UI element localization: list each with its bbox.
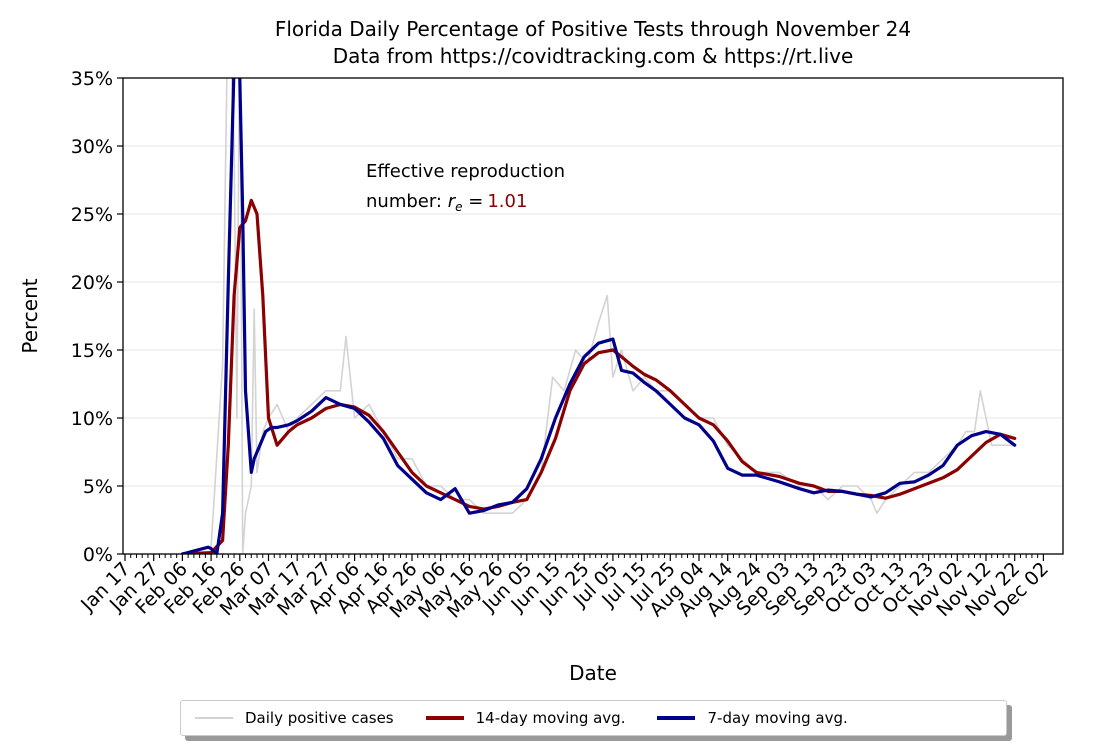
y-axis: 0% 5% 10% 15% 20% 25% 30% 35% [71,68,123,566]
daily-positive-line [181,78,1016,554]
annotation-symbol: r [448,191,457,212]
annotation-value: 1.01 [487,191,527,212]
annotation-subscript: e [455,200,462,214]
plot-frame [122,77,1064,555]
legend: Daily positive cases 14-day moving avg. … [180,700,1007,736]
annotation-line1: Effective reproduction [366,161,565,182]
moving-avg-7-line [180,78,1017,554]
legend-swatch-daily [195,717,233,719]
moving-avg-14-line [180,198,1017,554]
annotation-line2: number: re = 1.01 [366,191,527,214]
y-tick-label: 15% [71,340,113,362]
annotation-equals: = [463,191,484,212]
y-tick-label: 20% [71,272,113,294]
chart-title: Florida Daily Percentage of Positive Tes… [275,17,911,41]
series-layer [180,78,1017,554]
y-tick-label: 10% [71,408,113,430]
legend-label-14day: 14-day moving avg. [475,709,626,727]
legend-item-7day: 7-day moving avg. [657,709,848,727]
y-tick-label: 25% [71,204,113,226]
y-tick-label: 5% [83,476,113,498]
legend-label-daily: Daily positive cases [245,709,394,727]
annotation-prefix: number: [366,191,448,212]
legend-label-7day: 7-day moving avg. [707,709,848,727]
y-tick-label: 35% [71,68,113,90]
legend-item-14day: 14-day moving avg. [425,709,626,727]
y-tick-label: 0% [83,544,113,566]
y-axis-label: Percent [18,278,42,353]
legend-item-daily: Daily positive cases [195,709,394,727]
legend-swatch-14day [425,716,464,720]
chart-subtitle: Data from https://covidtracking.com & ht… [333,44,854,68]
legend-swatch-7day [657,716,696,720]
x-axis-label: Date [569,661,617,685]
y-tick-label: 30% [71,136,113,158]
